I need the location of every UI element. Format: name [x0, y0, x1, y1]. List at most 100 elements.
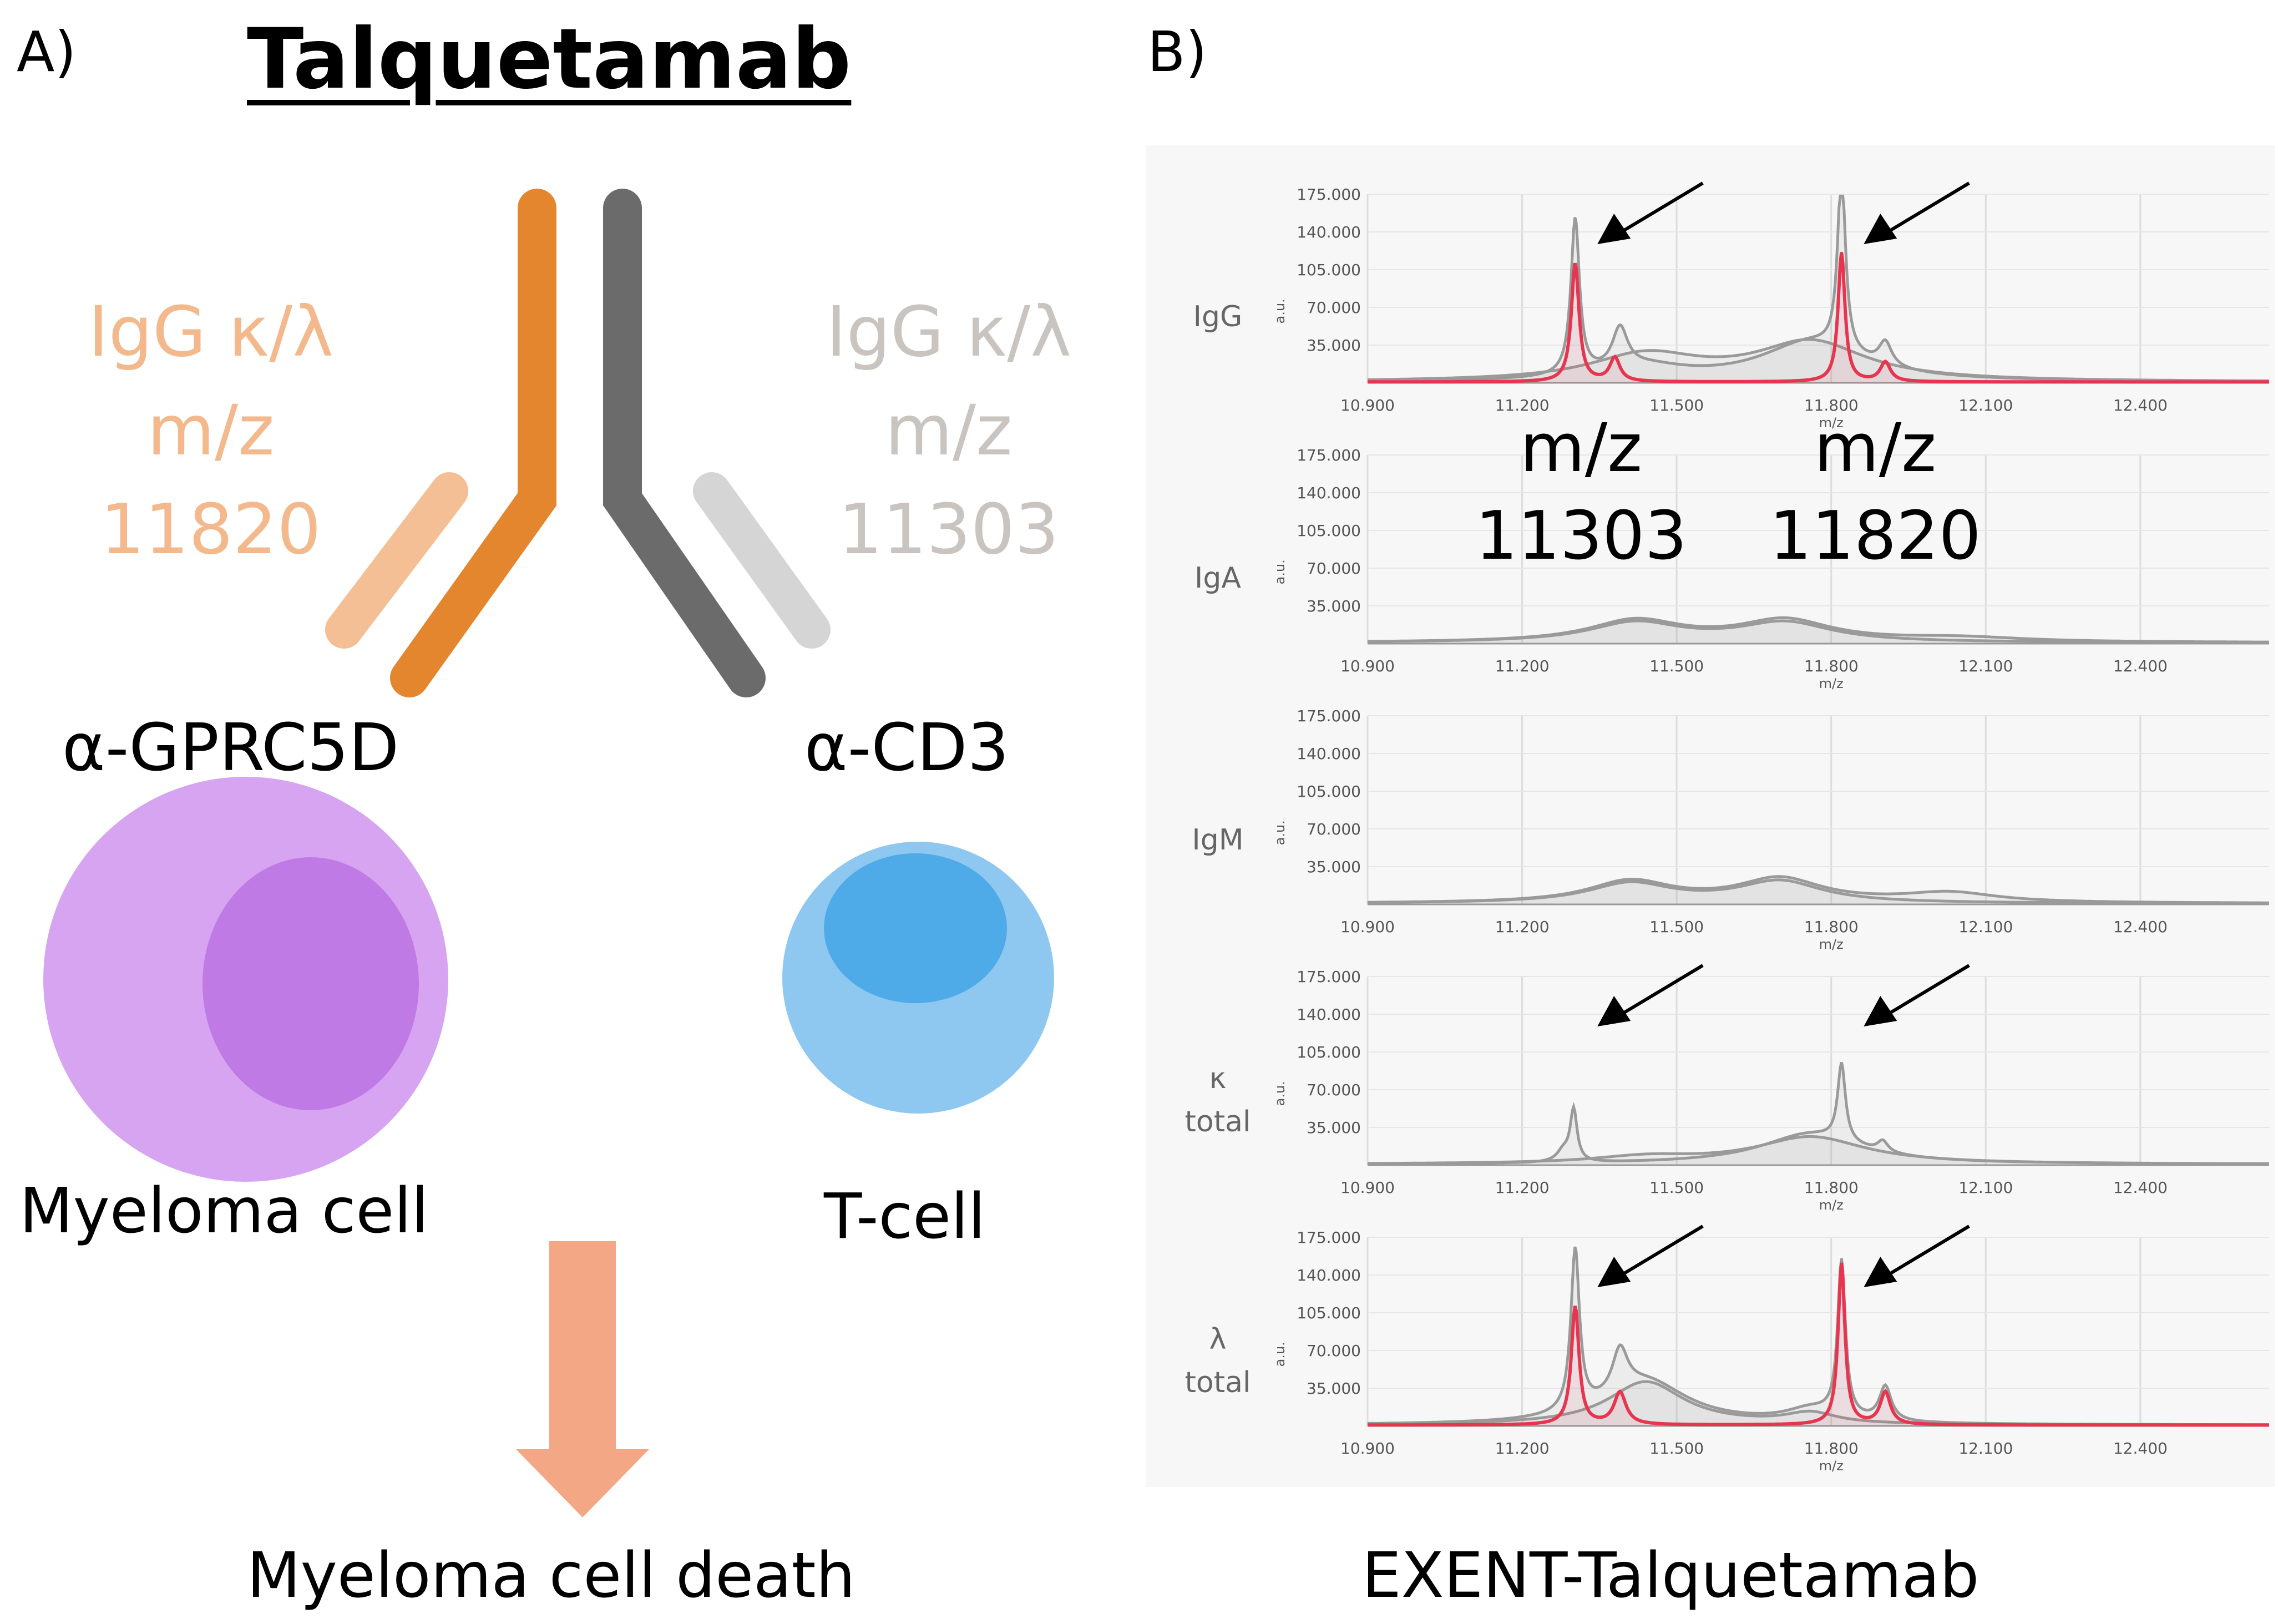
y-tick-label: 175.000 [1297, 968, 1361, 986]
antibody-heavy-chain-gray [603, 189, 766, 697]
right-arm-line1: IgG κ/λ [826, 292, 1072, 372]
row-label-igg-text: IgG [1193, 300, 1243, 333]
x-axis-title: m/z [1819, 676, 1844, 691]
series-fill-total [1368, 876, 2269, 904]
row-label-iga-text: IgA [1194, 561, 1241, 595]
x-tick-label: 10.900 [1340, 396, 1395, 414]
annotation-arrowhead [1864, 214, 1897, 244]
x-tick-label: 11.800 [1804, 1439, 1859, 1458]
row-label-kappa-total: total [1184, 1105, 1251, 1139]
y-tick-label: 105.000 [1297, 1043, 1361, 1061]
mz-annotation-11820-value: 11820 [1769, 498, 1981, 575]
y-tick-label: 175.000 [1297, 446, 1361, 464]
y-tick-label: 140.000 [1297, 223, 1361, 241]
x-tick-label: 11.500 [1649, 396, 1704, 414]
x-tick-label: 12.100 [1958, 657, 2013, 675]
x-tick-label: 11.800 [1804, 918, 1859, 936]
x-tick-label: 11.800 [1804, 657, 1859, 675]
series-fill-total [1368, 1247, 2269, 1426]
series-line-envelope [1368, 1135, 2269, 1165]
series-line-talquetamab [1368, 1262, 2269, 1427]
y-tick-label: 70.000 [1307, 299, 1361, 317]
y-tick-label: 175.000 [1297, 1228, 1361, 1247]
series-line-total [1368, 1246, 2269, 1426]
y-tick-label: 175.000 [1297, 185, 1361, 204]
y-axis-title: a.u. [1272, 820, 1288, 845]
y-tick-label: 105.000 [1297, 1304, 1361, 1322]
annotation-arrowhead [1597, 214, 1631, 244]
x-tick-label: 10.900 [1340, 1178, 1395, 1197]
spectra-panel [1146, 145, 2275, 1487]
left-arm-line2: m/z [147, 391, 275, 471]
y-tick-label: 35.000 [1307, 336, 1361, 355]
x-tick-label: 12.400 [2113, 1178, 2168, 1197]
x-axis-title: m/z [1819, 1458, 1844, 1474]
y-tick-label: 70.000 [1307, 1342, 1361, 1360]
x-axis-title: m/z [1819, 1197, 1844, 1213]
x-tick-label: 11.500 [1649, 918, 1704, 936]
y-tick-label: 70.000 [1307, 559, 1361, 578]
x-tick-label: 11.800 [1804, 1178, 1859, 1197]
series-fill-envelope [1368, 879, 2269, 904]
series-fill-envelope [1368, 621, 2269, 644]
x-tick-label: 11.800 [1804, 396, 1859, 414]
y-tick-label: 105.000 [1297, 782, 1361, 801]
y-tick-label: 140.000 [1297, 484, 1361, 502]
x-tick-label: 12.100 [1958, 1439, 2013, 1458]
y-tick-label: 140.000 [1297, 1266, 1361, 1284]
y-tick-label: 175.000 [1297, 707, 1361, 725]
y-tick-label: 35.000 [1307, 858, 1361, 876]
t-cell-icon [782, 842, 1054, 1114]
x-tick-label: 11.200 [1495, 1178, 1550, 1197]
x-tick-label: 12.400 [2113, 657, 2168, 675]
row-label-lambda: λ total [1157, 1318, 1279, 1404]
row-label-lambda-total: total [1184, 1366, 1251, 1399]
left-arm-line1: IgG κ/λ [88, 292, 334, 372]
panel-b-caption: EXENT-Talquetamab [1362, 1540, 1980, 1612]
series-line-envelope [1368, 619, 2269, 644]
series-fill-envelope [1368, 1136, 2269, 1165]
t-cell-label: T-cell [824, 1181, 986, 1253]
mz-annotation-11303-value: 11303 [1475, 498, 1687, 575]
series-line-envelope [1368, 338, 2270, 382]
mz-annotation-11820-unit: m/z [1814, 410, 1937, 487]
x-tick-label: 10.900 [1340, 657, 1395, 675]
x-tick-label: 10.900 [1340, 1439, 1395, 1458]
annotation-arrowhead [1597, 996, 1631, 1026]
row-label-kappa-symbol: κ [1209, 1062, 1227, 1095]
x-tick-label: 11.200 [1495, 918, 1550, 936]
y-tick-label: 35.000 [1307, 1379, 1361, 1398]
x-tick-label: 12.100 [1958, 1178, 2013, 1197]
x-tick-label: 11.200 [1495, 396, 1550, 414]
y-tick-label: 70.000 [1307, 1081, 1361, 1099]
drug-title: Talquetamab [247, 11, 852, 108]
series-fill-total [1368, 196, 2269, 383]
series-line-envelope [1367, 878, 2269, 905]
y-tick-label: 105.000 [1297, 522, 1361, 540]
y-tick-label: 35.000 [1307, 1119, 1361, 1137]
x-tick-label: 12.400 [2113, 396, 2168, 414]
series-fill-total [1368, 618, 2269, 644]
target-right: α-CD3 [804, 709, 1009, 786]
x-tick-label: 11.500 [1649, 657, 1704, 675]
right-arm-line3: 11303 [838, 489, 1059, 570]
row-label-igm: IgM [1157, 818, 1279, 862]
row-label-lambda-symbol: λ [1209, 1323, 1227, 1356]
x-tick-label: 12.100 [1958, 396, 2013, 414]
antibody-heavy-chain-orange [390, 189, 556, 697]
y-axis-title: a.u. [1272, 299, 1288, 323]
antibody-light-chain-gray [693, 472, 831, 649]
row-label-igm-text: IgM [1192, 823, 1244, 857]
y-tick-label: 140.000 [1297, 1005, 1361, 1024]
annotation-arrowhead [1864, 996, 1897, 1026]
myeloma-cell-icon [43, 777, 448, 1182]
y-tick-label: 35.000 [1307, 597, 1361, 615]
y-tick-label: 105.000 [1297, 261, 1361, 279]
y-axis-title: a.u. [1272, 1342, 1288, 1367]
y-tick-label: 70.000 [1307, 820, 1361, 838]
x-tick-label: 11.500 [1649, 1178, 1704, 1197]
y-axis-title: a.u. [1272, 559, 1288, 584]
mz-annotation-11303: m/z 11303 [1454, 405, 1709, 580]
panel-a-label: A) [17, 19, 77, 84]
